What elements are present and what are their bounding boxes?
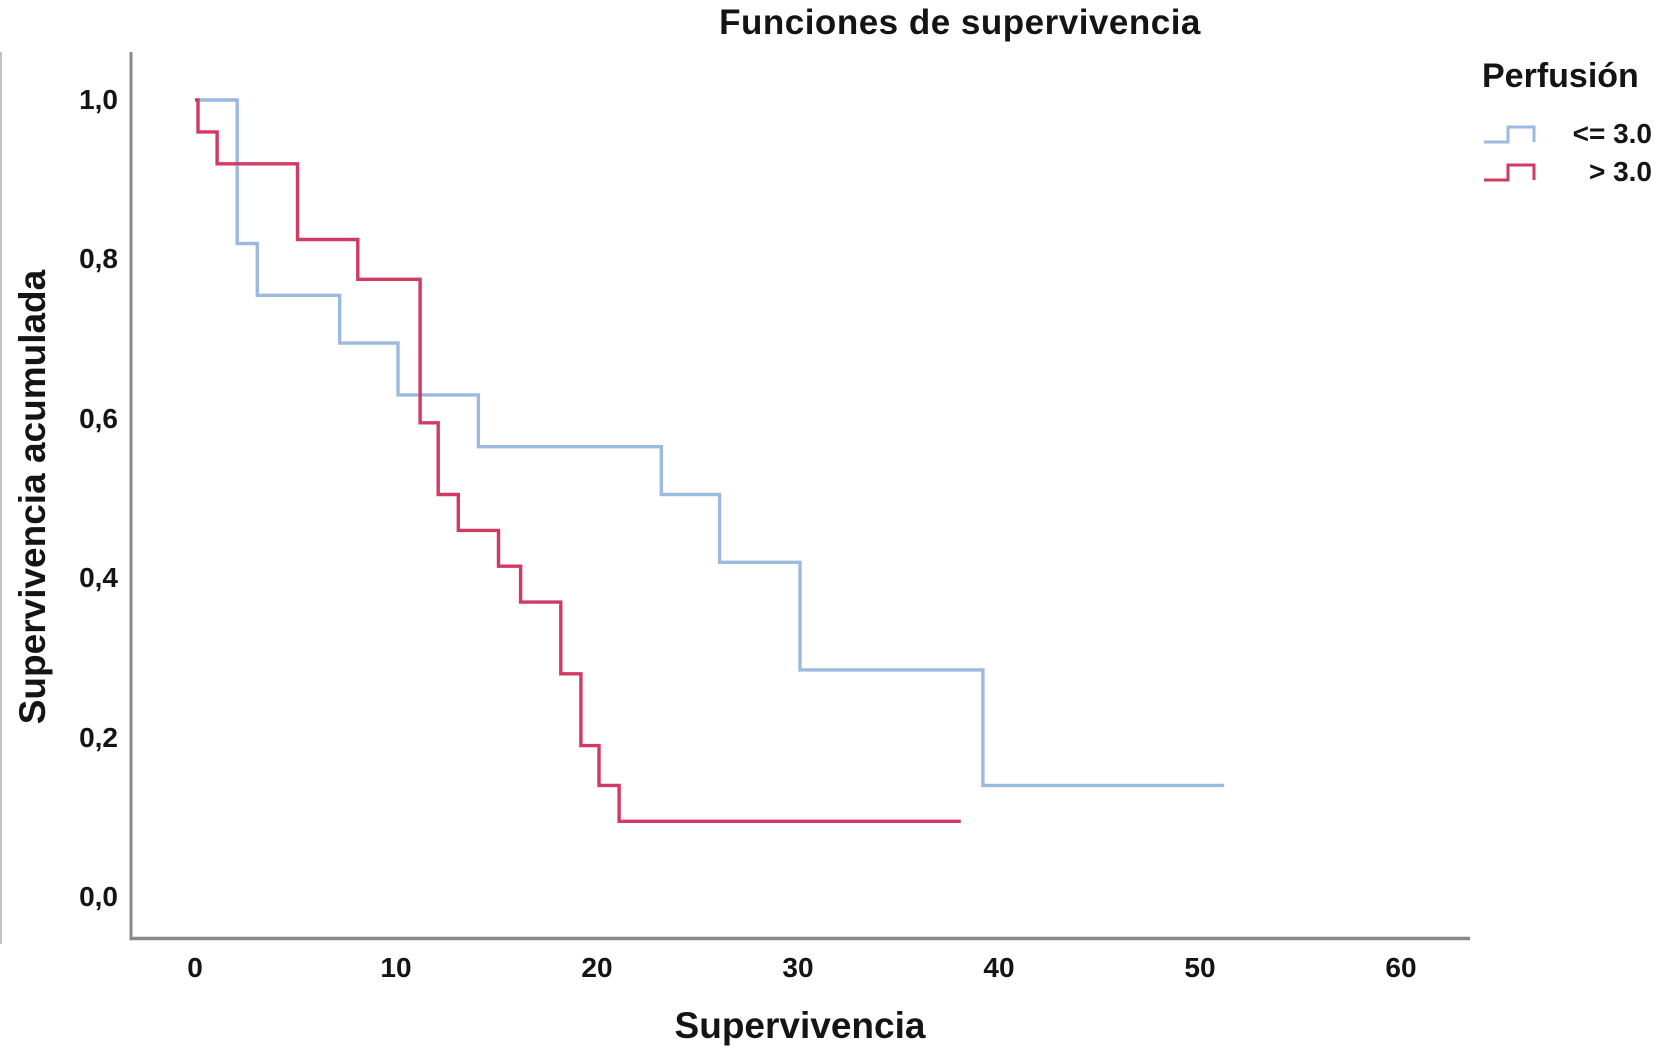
survival-curve-gt-3 bbox=[195, 98, 961, 823]
y-axis-title: Supervivencia acumulada bbox=[12, 269, 53, 725]
chart-title: Funciones de supervivencia bbox=[719, 3, 1201, 42]
y-tick-label: 1,0 bbox=[79, 84, 118, 115]
legend-item-label: <= 3.0 bbox=[1572, 118, 1652, 149]
legend-item-label: > 3.0 bbox=[1588, 156, 1652, 187]
x-tick-label: 30 bbox=[782, 952, 814, 983]
x-tick-label: 40 bbox=[983, 952, 1015, 983]
y-tick-label: 0,0 bbox=[79, 881, 118, 912]
survival-curve-le-3 bbox=[195, 98, 1225, 788]
legend-key-step-icon bbox=[1484, 163, 1536, 182]
figure-left-edge bbox=[0, 52, 2, 944]
y-tick-label: 0,6 bbox=[79, 402, 118, 434]
x-axis-title: Supervivencia bbox=[674, 1005, 926, 1046]
legend-key-step-icon bbox=[1484, 125, 1536, 144]
y-tick-label: 0,8 bbox=[79, 243, 118, 275]
x-tick-label: 0 bbox=[187, 952, 203, 983]
x-tick-label: 20 bbox=[581, 952, 613, 983]
y-tick-label: 0,2 bbox=[79, 721, 118, 753]
legend-title: Perfusión bbox=[1482, 57, 1639, 95]
x-tick-label: 60 bbox=[1385, 952, 1417, 983]
y-tick-label: 0,4 bbox=[79, 562, 118, 594]
x-tick-label: 50 bbox=[1184, 952, 1216, 983]
x-tick-label: 10 bbox=[380, 952, 412, 983]
